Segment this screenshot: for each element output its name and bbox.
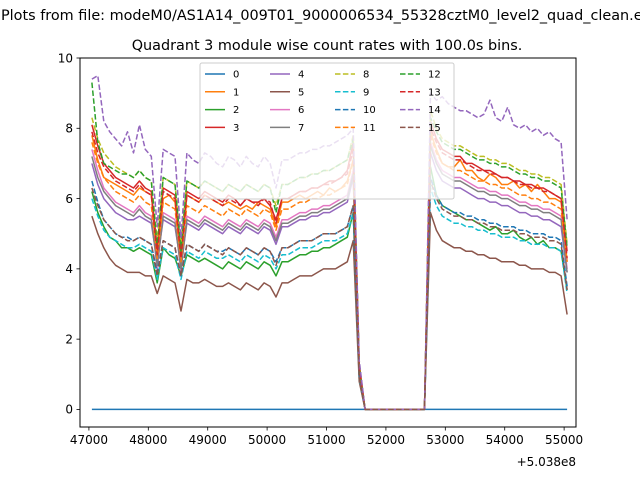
series-line-15 (91, 180, 568, 411)
legend-label-1: 1 (233, 87, 239, 98)
x-tick-label: 54000 (486, 433, 524, 447)
y-tick-label: 0 (65, 403, 73, 417)
y-tick-label: 6 (65, 192, 73, 206)
series-line-7 (91, 145, 568, 411)
legend-label-11: 11 (363, 123, 376, 134)
legend-label-9: 9 (363, 87, 369, 98)
series-line-13 (91, 127, 568, 411)
x-tick-label: 52000 (367, 433, 405, 447)
y-tick-label: 4 (65, 262, 73, 276)
y-tick-label: 2 (65, 332, 73, 346)
x-tick-label: 50000 (248, 433, 286, 447)
chart-title: Quadrant 3 module wise count rates with … (132, 38, 523, 54)
legend-box (199, 62, 455, 200)
x-tick-label: 53000 (426, 433, 464, 447)
legend-label-5: 5 (298, 87, 304, 98)
series-line-6 (91, 141, 568, 411)
legend-label-12: 12 (428, 70, 441, 81)
y-tick-label: 8 (65, 122, 73, 136)
plot-frame (79, 57, 577, 428)
y-tick-label: 10 (58, 51, 73, 65)
x-tick-label: 51000 (307, 433, 345, 447)
legend-label-10: 10 (363, 105, 376, 116)
legend-label-4: 4 (298, 70, 304, 81)
x-tick-label: 48000 (129, 433, 167, 447)
x-tick-label: 55000 (545, 433, 583, 447)
legend-label-6: 6 (298, 105, 304, 116)
legend-label-13: 13 (428, 87, 441, 98)
series-line-5 (91, 211, 568, 411)
legend-label-3: 3 (233, 123, 239, 134)
x-tick-label: 47000 (70, 433, 108, 447)
figure-suptitle: Plots from file: modeM0/AS1A14_009T01_90… (1, 8, 640, 24)
y-axis: 0 2 4 6 8 10 (58, 51, 80, 417)
series-line-2 (91, 166, 568, 411)
series-line-4 (91, 152, 568, 411)
x-tick-label: 49000 (189, 433, 227, 447)
legend-label-15: 15 (428, 123, 441, 134)
legend-label-2: 2 (233, 105, 239, 116)
series-line-9 (91, 187, 568, 411)
x-axis: 47000 48000 49000 50000 51000 52000 53000 54000… (70, 427, 583, 447)
legend-label-7: 7 (298, 123, 304, 134)
x-offset-label: +5.038e8 (517, 455, 576, 469)
legend-label-14: 14 (428, 105, 441, 116)
legend-label-8: 8 (363, 70, 369, 81)
legend-label-0: 0 (233, 70, 239, 81)
